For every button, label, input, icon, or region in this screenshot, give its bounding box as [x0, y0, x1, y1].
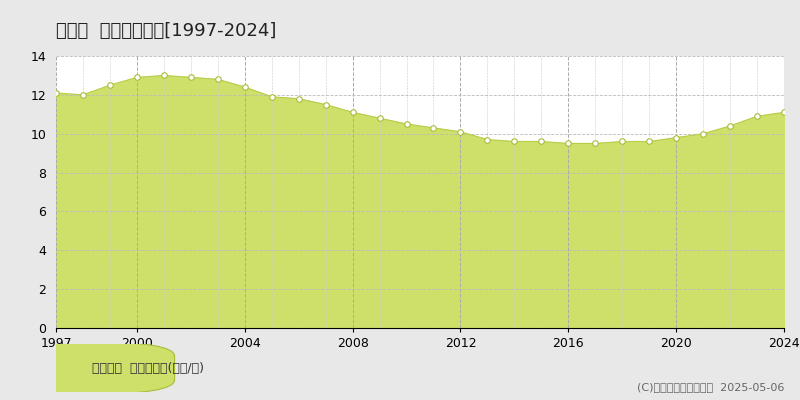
- Text: 基準地価  平均坪単価(万円/坪): 基準地価 平均坪単価(万円/坪): [93, 362, 205, 374]
- Point: [103, 82, 116, 88]
- Point: [508, 138, 521, 145]
- Point: [670, 134, 682, 141]
- Text: 紫波町  基準地価推移[1997-2024]: 紫波町 基準地価推移[1997-2024]: [56, 22, 276, 40]
- Point: [724, 123, 737, 129]
- Point: [427, 125, 440, 131]
- Point: [562, 140, 574, 147]
- Point: [697, 130, 710, 137]
- Point: [238, 84, 251, 90]
- Point: [750, 113, 763, 120]
- Point: [589, 140, 602, 147]
- Point: [185, 74, 198, 80]
- Point: [642, 138, 655, 145]
- Point: [50, 90, 62, 96]
- Point: [616, 138, 629, 145]
- Point: [778, 109, 790, 116]
- Point: [346, 109, 359, 116]
- Point: [481, 136, 494, 143]
- Point: [400, 121, 413, 127]
- Text: (C)土地価格ドットコム  2025-05-06: (C)土地価格ドットコム 2025-05-06: [637, 382, 784, 392]
- Point: [454, 128, 467, 135]
- Point: [77, 92, 90, 98]
- Point: [373, 115, 386, 121]
- Point: [319, 101, 332, 108]
- Point: [211, 76, 224, 82]
- FancyBboxPatch shape: [0, 342, 174, 394]
- Point: [535, 138, 548, 145]
- Point: [130, 74, 143, 80]
- Point: [266, 94, 278, 100]
- Point: [292, 96, 305, 102]
- Point: [158, 72, 170, 79]
